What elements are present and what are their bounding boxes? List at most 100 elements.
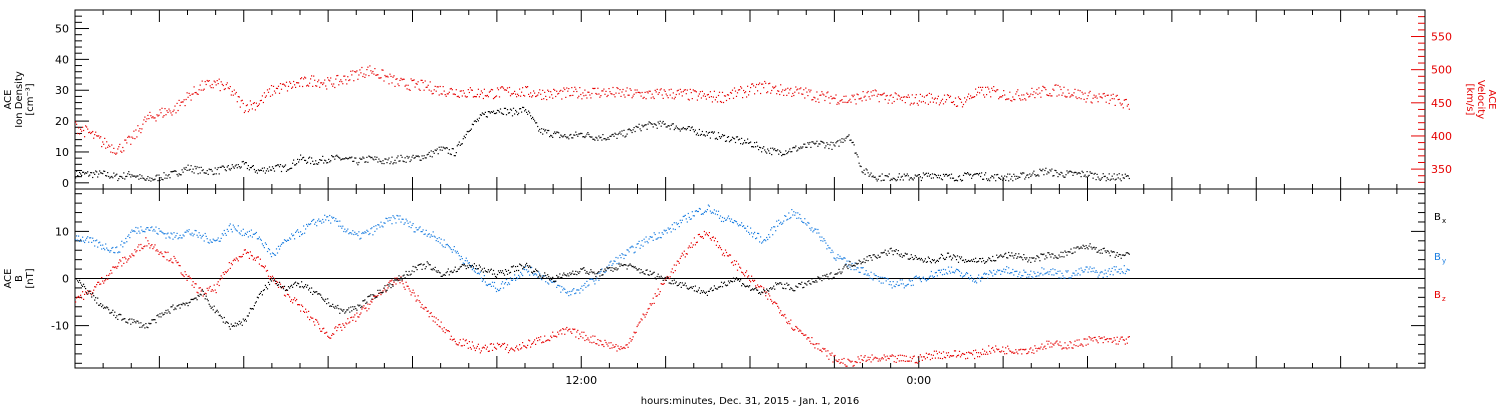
density-point — [765, 151, 766, 152]
velocity-point — [185, 105, 186, 106]
velocity-point — [637, 89, 638, 90]
by-point — [280, 246, 281, 247]
bz-point — [133, 255, 134, 256]
density-point — [175, 171, 176, 172]
bz-point — [192, 285, 193, 286]
velocity-point — [458, 96, 459, 97]
velocity-point — [190, 95, 191, 96]
by-point — [109, 252, 110, 253]
by-point — [233, 225, 234, 226]
bz-point — [832, 361, 833, 362]
velocity-point — [372, 71, 373, 72]
density-point — [116, 174, 117, 175]
bx-point — [295, 282, 296, 283]
bz-point — [484, 347, 485, 348]
velocity-point — [237, 101, 238, 102]
by-point — [718, 211, 719, 212]
density-point — [328, 159, 329, 160]
bx-point — [478, 268, 479, 269]
bz-point — [149, 247, 150, 248]
by-point — [1084, 271, 1085, 272]
density-point — [434, 153, 435, 154]
bx-point — [574, 274, 575, 275]
bx-point — [316, 291, 317, 292]
velocity-point — [516, 96, 517, 97]
bx-point — [158, 316, 159, 317]
density-point — [167, 175, 168, 176]
velocity-point — [582, 92, 583, 93]
by-point — [79, 241, 80, 242]
by-point — [157, 234, 158, 235]
bz-point — [102, 281, 103, 282]
velocity-point — [865, 96, 866, 97]
bz-point — [717, 241, 718, 242]
by-point — [475, 272, 476, 273]
bz-point — [579, 333, 580, 334]
bz-point — [791, 328, 792, 329]
bx-point — [155, 322, 156, 323]
bz-point — [371, 302, 372, 303]
velocity-point — [1012, 96, 1013, 97]
bz-point — [157, 251, 158, 252]
by-point — [803, 222, 804, 223]
bz-point — [1091, 339, 1092, 340]
velocity-point — [482, 92, 483, 93]
by-point — [625, 255, 626, 256]
velocity-point — [1087, 98, 1088, 99]
bx-point — [404, 275, 405, 276]
velocity-point — [663, 98, 664, 99]
bz-point — [784, 314, 785, 315]
bz-point — [120, 261, 121, 262]
by-point — [230, 223, 231, 224]
bx-point — [283, 288, 284, 289]
by-point — [912, 280, 913, 281]
bz-point — [783, 315, 784, 316]
bz-point — [294, 297, 295, 298]
bz-point — [707, 234, 708, 235]
velocity-point — [693, 89, 694, 90]
bz-point — [1044, 346, 1045, 347]
density-point — [939, 177, 940, 178]
by-point — [880, 277, 881, 278]
by-point — [1085, 269, 1086, 270]
density-point — [526, 112, 527, 113]
by-point — [925, 279, 926, 280]
velocity-point — [172, 111, 173, 112]
by-point — [754, 232, 755, 233]
bz-point — [931, 354, 932, 355]
density-point — [567, 137, 568, 138]
velocity-point — [861, 98, 862, 99]
velocity-point — [351, 74, 352, 75]
velocity-point — [979, 92, 980, 93]
density-point — [415, 157, 416, 158]
density-point — [960, 179, 961, 180]
density-point — [286, 171, 287, 172]
bz-point — [163, 256, 164, 257]
velocity-point — [1032, 94, 1033, 95]
density-point — [223, 166, 224, 167]
by-point — [220, 241, 221, 242]
bz-point — [894, 361, 895, 362]
bx-point — [307, 285, 308, 286]
bz-point — [437, 324, 438, 325]
by-point — [122, 246, 123, 247]
bz-point — [597, 339, 598, 340]
density-point — [1024, 178, 1025, 179]
velocity-point — [902, 100, 903, 101]
by-point — [1126, 271, 1127, 272]
bz-point — [910, 357, 911, 358]
by-point — [1093, 271, 1094, 272]
velocity-point — [664, 89, 665, 90]
by-point — [1116, 266, 1117, 267]
density-point — [239, 166, 240, 167]
velocity-point — [636, 92, 637, 93]
by-point — [592, 279, 593, 280]
bz-point — [472, 341, 473, 342]
bz-point — [975, 350, 976, 351]
by-point — [112, 247, 113, 248]
velocity-point — [367, 67, 368, 68]
by-point — [1089, 268, 1090, 269]
bz-point — [790, 320, 791, 321]
bz-point — [519, 344, 520, 345]
bz-point — [1050, 343, 1051, 344]
